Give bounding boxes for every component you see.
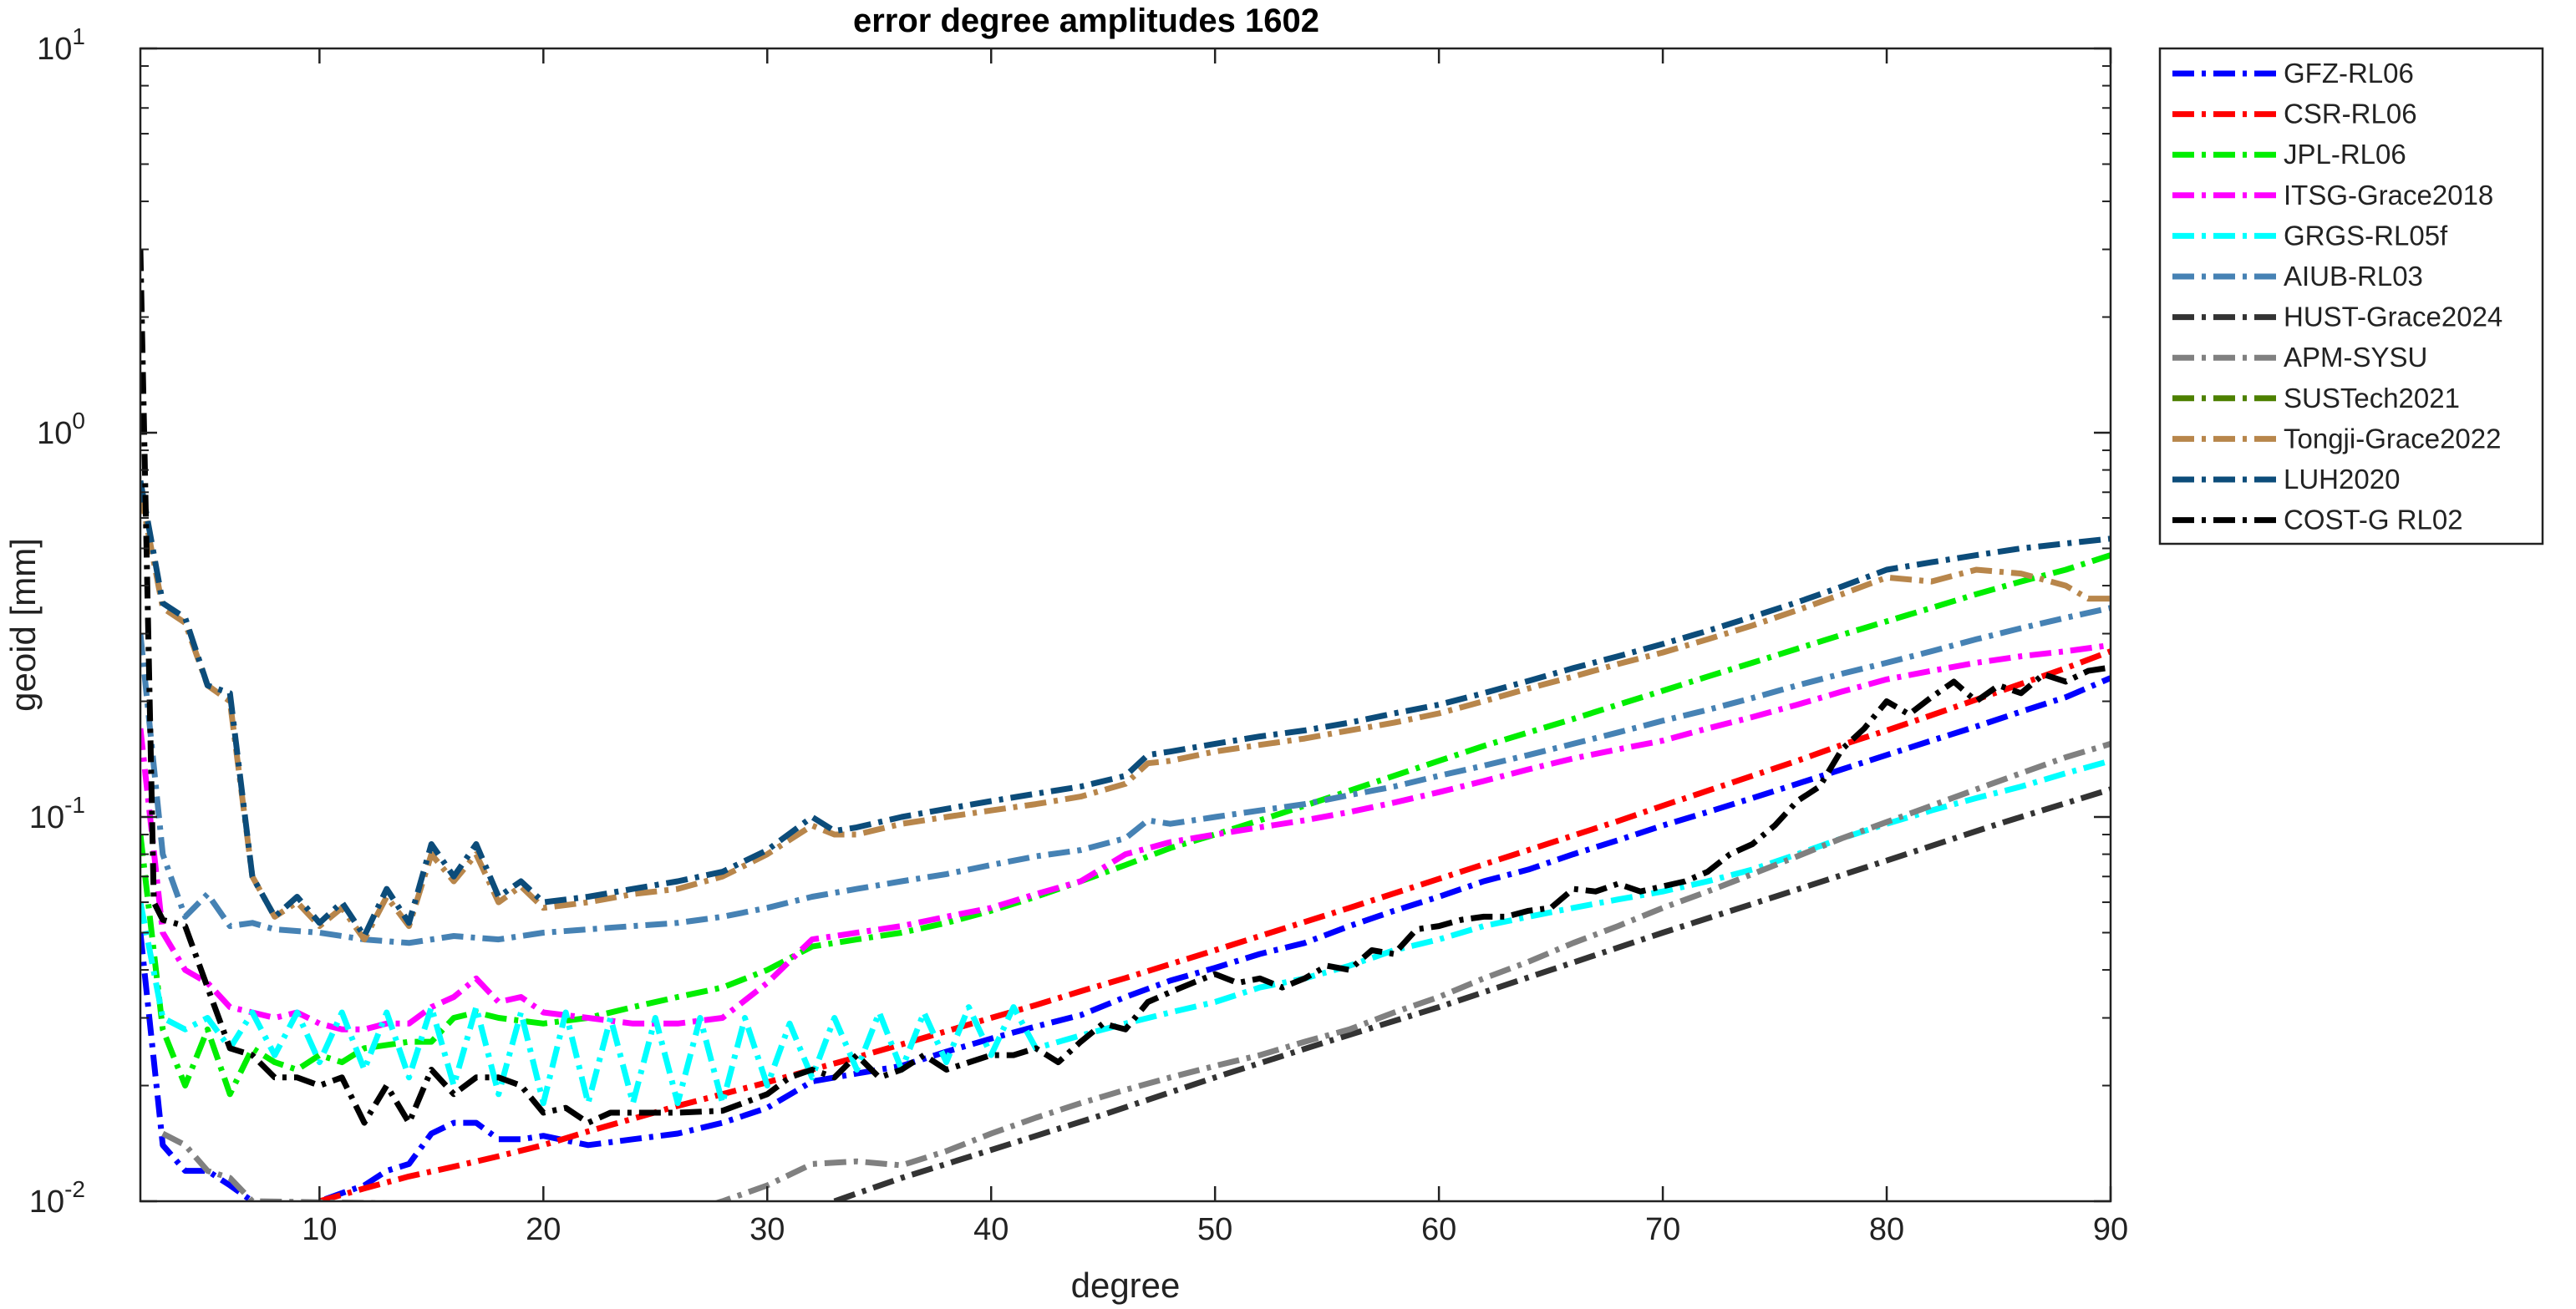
plot-area-frame <box>139 47 2112 1203</box>
legend-label: APM-SYSU <box>2284 342 2427 373</box>
series-line-csr-rl06 <box>318 648 2111 1201</box>
x-axis-label: degree <box>1071 1266 1181 1305</box>
chart-title: error degree amplitudes 1602 <box>853 3 1319 39</box>
y-tick-label-base: 10 <box>29 1185 64 1220</box>
legend-label: SUSTech2021 <box>2284 383 2460 414</box>
legend-label: Tongji-Grace2022 <box>2284 423 2502 454</box>
x-tick-label: 50 <box>1197 1212 1232 1247</box>
y-tick-label-exponent: -2 <box>64 1176 85 1202</box>
legend-label: AIUB-RL03 <box>2284 261 2423 292</box>
legend-label: ITSG-Grace2018 <box>2284 180 2493 211</box>
legend-label: GRGS-RL05f <box>2284 220 2448 251</box>
x-axis: 10 20 30 40 50 60 70 80 90 <box>302 48 2128 1247</box>
y-tick-label-base: 10 <box>37 32 72 67</box>
y-tick-label: 101 <box>37 23 85 67</box>
x-tick-label: 60 <box>1421 1212 1456 1247</box>
y-tick-label-exponent: 0 <box>72 408 85 434</box>
x-tick-label: 40 <box>973 1212 1009 1247</box>
legend-label: COST-G RL02 <box>2284 505 2463 535</box>
legend-label: LUH2020 <box>2284 464 2400 495</box>
x-tick-label: 70 <box>1645 1212 1680 1247</box>
x-tick-label: 90 <box>2093 1212 2128 1247</box>
legend-label: GFZ-RL06 <box>2284 58 2414 89</box>
series-line-cost-g-rl02 <box>140 249 2111 1126</box>
x-tick-label: 80 <box>1869 1212 1904 1247</box>
x-tick-label: 10 <box>302 1212 337 1247</box>
series-line-grgs-rl05f <box>140 758 2111 1107</box>
y-axis-label: geoid [mm] <box>3 538 43 712</box>
series-line-itsg-grace2018 <box>140 642 2111 1032</box>
series-line-jpl-rl06 <box>140 552 2111 1098</box>
y-tick-label-base: 10 <box>29 800 64 835</box>
series-line-luh2020 <box>140 479 2111 939</box>
series-line-aiub-rl03 <box>140 605 2111 946</box>
y-tick-label-base: 10 <box>37 416 72 451</box>
series-layer <box>140 249 2111 1201</box>
series-line-gfz-rl06 <box>140 675 2111 1201</box>
series-line-apm-sysu <box>161 741 2111 1201</box>
y-tick-label: 10-1 <box>29 792 85 835</box>
legend-label: HUST-Grace2024 <box>2284 302 2502 332</box>
legend-items: GFZ-RL06 CSR-RL06 JPL-RL06 ITSG-Grace2018 GR… <box>2172 58 2502 535</box>
x-tick-label: 20 <box>526 1212 561 1247</box>
legend: GFZ-RL06 CSR-RL06 JPL-RL06 ITSG-Grace2018 GR… <box>2158 47 2544 545</box>
y-tick-label: 10-2 <box>29 1176 85 1220</box>
series-line-hust-grace2024 <box>833 786 2111 1201</box>
series-line-tongji-grace2022 <box>140 491 2111 943</box>
y-tick-label-exponent: -1 <box>64 792 85 818</box>
x-tick-label: 30 <box>749 1212 785 1247</box>
legend-label: JPL-RL06 <box>2284 139 2406 170</box>
legend-box <box>2158 47 2544 545</box>
y-tick-label: 100 <box>37 408 85 451</box>
legend-label: CSR-RL06 <box>2284 99 2417 129</box>
y-tick-label-exponent: 1 <box>72 23 85 49</box>
